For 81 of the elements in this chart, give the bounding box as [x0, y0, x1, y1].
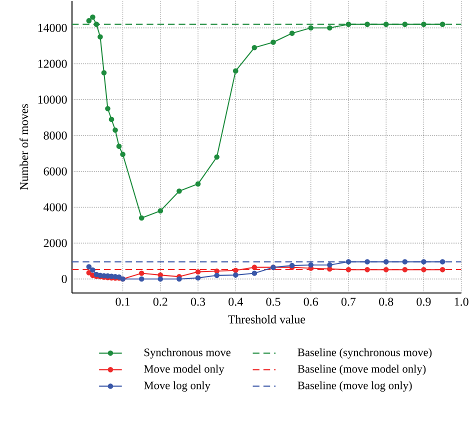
point	[364, 22, 370, 27]
point	[327, 262, 332, 268]
point	[421, 259, 426, 264]
x-tick-label: 0.2	[153, 298, 168, 306]
point	[98, 34, 103, 40]
point	[112, 127, 118, 133]
legend-label: Baseline (move model only)	[298, 364, 426, 376]
point	[94, 22, 100, 27]
point	[232, 272, 238, 278]
point	[90, 14, 96, 20]
legend-label: Baseline (synchronous move)	[298, 348, 432, 359]
point	[195, 269, 201, 274]
point	[383, 259, 389, 264]
point	[421, 22, 426, 27]
point	[101, 70, 107, 76]
point	[364, 259, 370, 264]
point	[402, 267, 408, 272]
point	[383, 267, 389, 272]
point	[214, 268, 220, 274]
point	[289, 30, 295, 36]
point	[308, 262, 314, 268]
point	[138, 215, 144, 221]
point	[270, 40, 276, 45]
point	[176, 276, 182, 282]
x-tick-label: 0.8	[379, 298, 394, 306]
point	[232, 68, 238, 74]
point	[421, 267, 426, 272]
point	[440, 22, 446, 27]
point	[346, 259, 352, 264]
legend-label: Move model only	[144, 364, 224, 376]
point	[120, 152, 126, 158]
y-tick-label: 6000	[44, 167, 67, 176]
point	[308, 25, 314, 31]
point	[346, 267, 352, 272]
x-tick-label: 0.5	[266, 298, 280, 306]
point	[252, 270, 258, 276]
point	[138, 270, 144, 276]
x-axis-title: Threshold value	[228, 315, 306, 324]
point	[327, 25, 332, 31]
point	[116, 144, 122, 149]
y-tick-label: 4000	[44, 203, 67, 212]
y-axis-title: Number of moves	[20, 104, 28, 190]
x-tick-label: 0.9	[416, 298, 431, 306]
y-tick-label: 12000	[38, 60, 67, 68]
point	[252, 264, 258, 270]
point	[402, 259, 408, 264]
point	[176, 188, 182, 194]
y-tick-label: 8000	[44, 131, 67, 140]
x-tick-label: 0.3	[190, 298, 206, 306]
x-tick-label: 1.0	[454, 298, 468, 306]
point	[158, 208, 164, 214]
legend-label: Baseline (move log only)	[298, 381, 412, 392]
point	[402, 22, 408, 27]
y-tick-label: 2000	[44, 239, 67, 248]
point	[232, 268, 238, 274]
legend-label: Synchronous move	[144, 348, 231, 359]
point	[440, 267, 446, 272]
legend-label: Move log only	[144, 381, 210, 392]
point	[195, 275, 201, 281]
point	[158, 276, 164, 282]
y-tick-label: 10000	[38, 96, 67, 104]
y-tick-label: 0	[62, 274, 67, 284]
point	[364, 267, 370, 272]
point	[86, 18, 92, 24]
point	[214, 154, 220, 160]
point	[86, 264, 92, 270]
x-tick-label: 0.6	[304, 298, 318, 306]
point	[440, 259, 446, 264]
x-tick-label: 0.4	[228, 298, 243, 306]
x-tick-label: 0.7	[341, 298, 356, 306]
point	[195, 181, 201, 187]
point	[90, 267, 96, 273]
point	[105, 106, 110, 112]
point	[214, 272, 220, 278]
y-tick-label: 14000	[38, 24, 67, 32]
point	[138, 276, 144, 282]
point	[252, 44, 258, 50]
point	[108, 116, 114, 122]
point	[383, 22, 389, 27]
x-tick-label: 0.1	[116, 298, 130, 306]
point	[346, 22, 352, 27]
